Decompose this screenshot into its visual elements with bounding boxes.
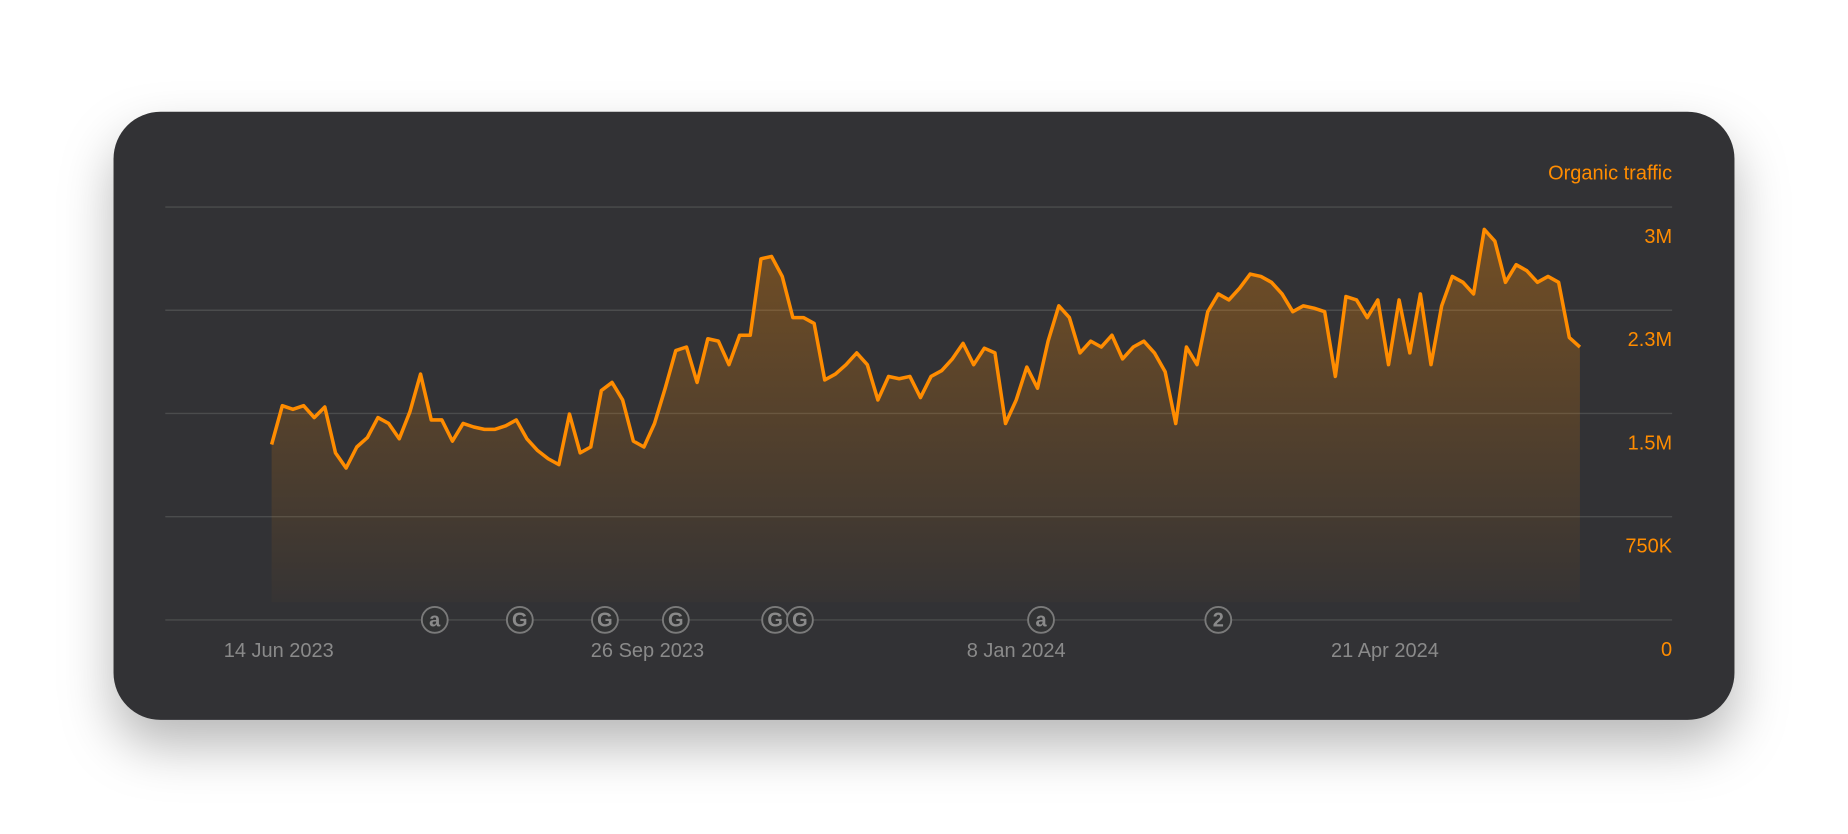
y-tick-label: 2.3M xyxy=(1628,329,1672,351)
x-tick-label: 8 Jan 2024 xyxy=(967,640,1066,662)
event-marker xyxy=(1204,606,1233,634)
event-marker xyxy=(420,606,449,634)
event-marker xyxy=(591,606,619,634)
y-tick-label: 1.5M xyxy=(1628,432,1672,454)
event-label: G xyxy=(767,609,783,631)
line xyxy=(269,227,1582,470)
event-label: G xyxy=(668,609,684,631)
area xyxy=(271,229,1580,603)
x-tick-label: 14 Jun 2023 xyxy=(224,640,334,662)
x-tick-label: 26 Sep 2023 xyxy=(591,640,704,662)
event-label: G xyxy=(792,609,808,631)
event-marker xyxy=(1027,606,1055,634)
event-label: G xyxy=(597,609,613,631)
event-label: a xyxy=(429,609,441,631)
y-tick-label: 3M xyxy=(1644,226,1672,248)
event-marker xyxy=(786,606,814,634)
event-marker xyxy=(505,606,534,634)
event-label: G xyxy=(512,609,528,631)
x-tick-label: 21 Apr 2024 xyxy=(1331,640,1439,662)
event-label: 2 xyxy=(1213,609,1224,631)
y-tick-label: 750K xyxy=(1625,536,1672,558)
event-label: a xyxy=(1035,609,1047,631)
y-tick-label: 0 xyxy=(1661,639,1672,661)
event-marker xyxy=(661,606,690,634)
legend-label: Organic traffic xyxy=(1548,162,1672,184)
